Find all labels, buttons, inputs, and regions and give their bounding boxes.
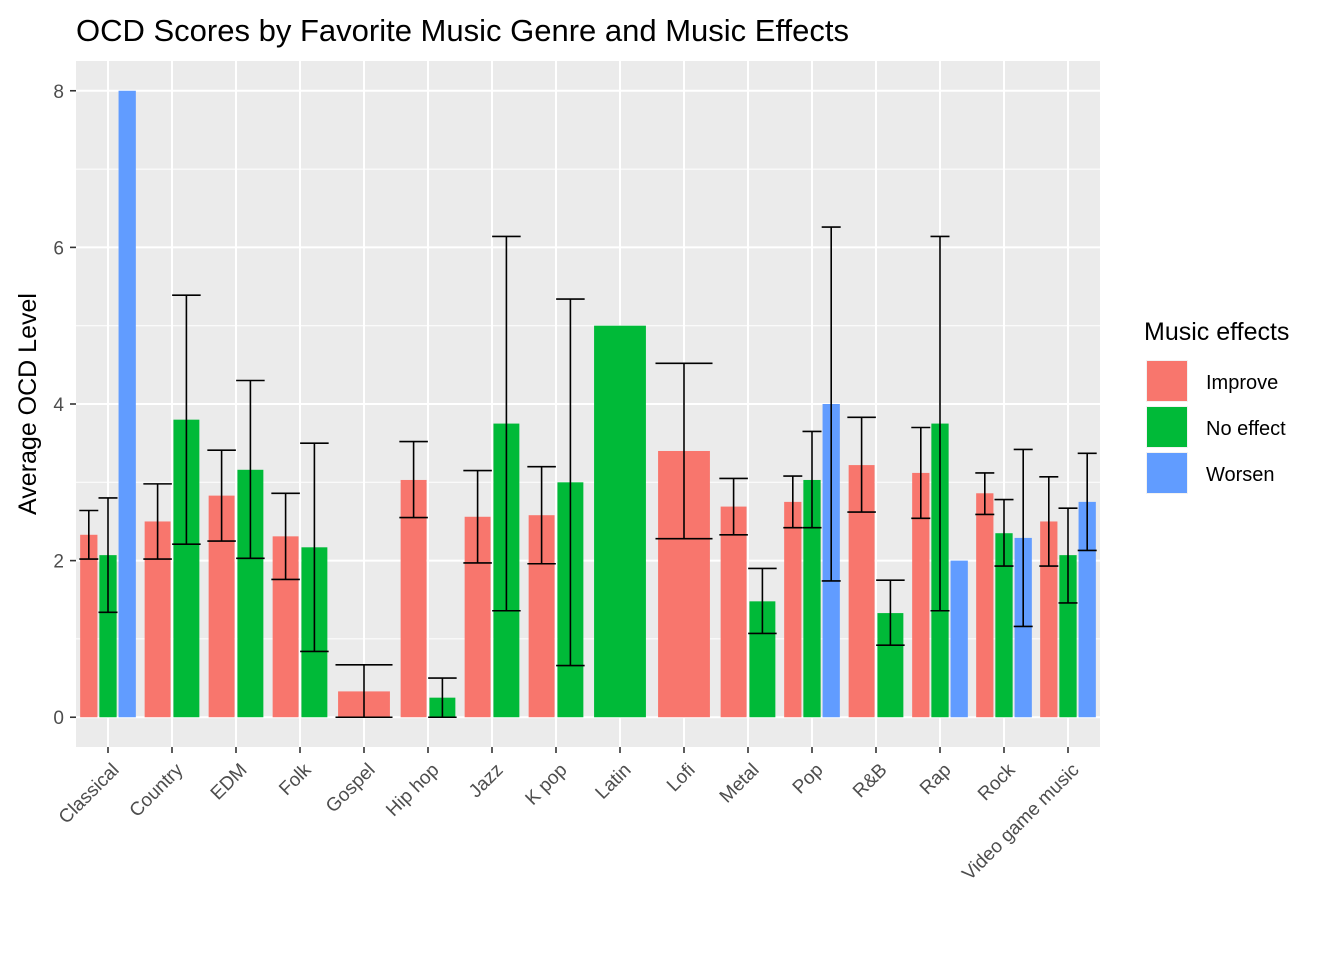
x-tick-label: Classical xyxy=(55,760,124,829)
error-bar-no-effect-rap xyxy=(930,235,950,612)
error-bar-worsen-rock xyxy=(1013,448,1033,628)
bar-improve-rap xyxy=(912,472,930,718)
error-bar-improve-r-b xyxy=(847,416,876,513)
y-tick-label: 4 xyxy=(53,395,64,416)
error-bar-no-effect-k-pop xyxy=(556,298,585,667)
error-bar-no-effect-edm xyxy=(236,379,265,560)
error-bar-no-effect-hip-hop xyxy=(428,677,457,719)
bar-worsen-rap xyxy=(950,560,968,718)
x-tick-label: Folk xyxy=(275,759,316,800)
x-tick-label: K pop xyxy=(522,760,572,810)
x-tick-label: Hip hop xyxy=(382,760,443,821)
y-tick-label: 6 xyxy=(53,238,64,259)
legend-swatch-improve xyxy=(1147,361,1187,401)
bar-no-effect-video-game-music xyxy=(1059,555,1077,718)
bar-improve-metal xyxy=(720,506,747,718)
error-bar-improve-folk xyxy=(271,492,300,581)
error-bar-improve-gospel xyxy=(335,663,393,719)
error-bars xyxy=(79,226,1097,719)
bar-no-effect-rock xyxy=(995,533,1013,718)
x-tick-label: Rap xyxy=(916,760,955,799)
x-axis: Classical Country EDM Folk Gospel Hip hop Jazz… xyxy=(55,747,1084,885)
bar-improve-pop xyxy=(784,501,802,718)
legend-label-worsen: Worsen xyxy=(1206,464,1275,486)
error-bar-no-effect-jazz xyxy=(492,235,521,612)
error-bar-worsen-pop xyxy=(821,226,841,582)
error-bar-improve-country xyxy=(143,483,172,560)
error-bar-improve-lofi xyxy=(655,362,713,540)
legend-swatch-no-effect xyxy=(1147,407,1187,447)
bar-no-effect-classical xyxy=(99,555,117,718)
y-tick-label: 0 xyxy=(53,708,64,729)
error-bar-no-effect-r-b xyxy=(876,579,905,646)
x-tick-label: EDM xyxy=(207,760,252,805)
error-bar-no-effect-metal xyxy=(748,567,777,635)
bar-improve-hip-hop xyxy=(400,479,427,718)
x-tick-label: Lofi xyxy=(663,760,700,797)
y-tick-label: 2 xyxy=(53,552,64,573)
x-tick-label: Gospel xyxy=(322,760,379,817)
legend: Music effects Improve No effect Worsen xyxy=(1144,318,1289,494)
bar-improve-rock xyxy=(976,493,994,718)
error-bar-improve-metal xyxy=(719,477,748,536)
bar-worsen-rock xyxy=(1014,537,1032,718)
chart-title: OCD Scores by Favorite Music Genre and M… xyxy=(76,13,849,48)
bars xyxy=(80,90,1096,718)
bar-improve-video-game-music xyxy=(1040,521,1058,718)
x-tick-label: Country xyxy=(126,759,188,821)
error-bar-no-effect-folk xyxy=(300,442,329,653)
x-tick-label: Video game music xyxy=(958,760,1083,885)
error-bar-no-effect-rock xyxy=(994,498,1014,567)
error-bar-improve-rap xyxy=(911,426,931,520)
y-axis-label: Average OCD Level xyxy=(14,293,42,515)
error-bar-improve-edm xyxy=(207,449,236,542)
y-tick-label: 8 xyxy=(53,82,64,103)
x-tick-label: Rock xyxy=(974,759,1020,805)
error-bar-improve-rock xyxy=(975,472,995,516)
bar-improve-classical xyxy=(80,534,98,718)
bar-worsen-video-game-music xyxy=(1078,501,1096,718)
x-tick-label: Pop xyxy=(789,760,828,799)
error-bar-improve-pop xyxy=(783,475,803,529)
legend-label-no-effect: No effect xyxy=(1206,418,1286,440)
error-bar-no-effect-classical xyxy=(98,497,118,614)
error-bar-improve-jazz xyxy=(463,469,492,564)
error-bar-no-effect-video-game-music xyxy=(1058,507,1078,604)
error-bar-worsen-video-game-music xyxy=(1077,452,1097,552)
y-axis: 0 2 4 6 8 xyxy=(53,82,76,729)
bar-no-effect-pop xyxy=(803,479,821,718)
legend-swatch-worsen xyxy=(1147,453,1187,493)
bar-worsen-classical xyxy=(118,90,136,718)
error-bar-improve-video-game-music xyxy=(1039,476,1059,567)
error-bar-no-effect-country xyxy=(172,294,201,545)
x-tick-label: Metal xyxy=(716,760,764,808)
x-tick-label: Jazz xyxy=(465,760,507,802)
bar-no-effect-latin xyxy=(594,325,646,718)
error-bar-no-effect-pop xyxy=(802,430,822,529)
x-tick-label: Latin xyxy=(592,760,636,804)
error-bar-improve-classical xyxy=(79,509,99,560)
legend-label-improve: Improve xyxy=(1206,372,1278,394)
legend-title: Music effects xyxy=(1144,318,1289,346)
error-bar-improve-hip-hop xyxy=(399,440,428,519)
x-tick-label: R&B xyxy=(849,760,891,802)
error-bar-improve-k-pop xyxy=(527,465,556,565)
